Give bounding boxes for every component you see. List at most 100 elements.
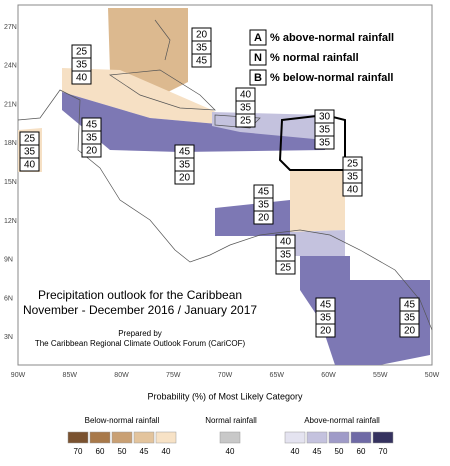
lon-label: 85W [63,372,78,379]
scale-swatch [350,431,372,444]
lat-label: 15N [4,179,17,186]
box-value: 20 [86,146,98,157]
box-cell [315,323,336,338]
lon-label: 60W [321,372,336,379]
box-value: 45 [404,300,416,311]
probability-box: 25 35 40 [19,131,40,172]
box-value: 35 [258,200,270,211]
region [290,230,345,256]
probability-box: 45 35 20 [174,144,195,185]
probability-box: 25 35 40 [71,44,92,85]
lat-label: 12N [4,218,17,225]
box-value: 45 [196,56,208,67]
probability-box: 45 35 20 [81,117,102,158]
probability-box: 45 35 20 [253,184,274,225]
box-value: 35 [320,313,332,324]
coastlines [17,19,433,331]
lon-label: 50W [425,372,440,379]
box-cell [399,323,420,338]
box-cell [342,182,363,197]
legend-key: B [254,72,262,84]
box-cell [19,157,40,172]
region [300,256,430,365]
scale-swatch [155,431,177,444]
probability-box: 25 35 40 [342,156,363,197]
legend-key: A [254,32,262,44]
probability-box: 40 35 25 [235,87,256,128]
legend-key-box [249,49,267,66]
legend-label: % normal rainfall [270,52,359,64]
box-cell [253,210,274,225]
coastline [154,19,171,61]
box-value: 45 [320,300,332,311]
scale-tick: 50 [118,447,127,456]
map-title: November - December 2016 / January 2017 [23,303,257,317]
scale-tick: 40 [291,447,300,456]
box-value: 40 [280,237,292,248]
lat-label: 27N [4,24,17,31]
probability-box: 30 35 35 [314,109,335,150]
box-value: 20 [258,213,270,224]
box-value: 20 [179,173,191,184]
box-value: 45 [179,147,191,158]
box-value: 35 [179,160,191,171]
probability-box: 20 35 45 [191,27,212,68]
box-value: 40 [347,185,359,196]
lon-label: 55W [373,372,388,379]
box-value: 20 [196,30,208,41]
box-value: 30 [319,112,331,123]
box-value: 40 [24,160,36,171]
legend-key: N [254,52,262,64]
lat-label: 3N [4,334,13,341]
map-title: Precipitation outlook for the Caribbean [38,288,242,302]
scale-tick: 45 [140,447,149,456]
region [62,68,240,126]
scale-label: Below-normal rainfall [85,416,160,425]
legend-key-box [249,69,267,86]
box-value: 35 [347,172,359,183]
scale-tick: 70 [379,447,388,456]
credit: The Caribbean Regional Climate Outlook F… [35,339,246,348]
box-cell [275,260,296,275]
scale-label: Normal rainfall [205,416,257,425]
lon-label: 90W [11,372,26,379]
box-value: 35 [319,125,331,136]
box-value: 25 [280,263,292,274]
lon-label: 80W [114,372,129,379]
scale-tick: 45 [313,447,322,456]
scale-tick: 40 [226,447,235,456]
scale-swatch [284,431,306,444]
box-value: 35 [404,313,416,324]
probability-box: 45 35 20 [315,297,336,338]
lat-label: 24N [4,63,17,70]
box-value: 40 [76,73,88,84]
box-value: 45 [258,187,270,198]
scale-swatch [219,431,241,444]
lon-label: 65W [270,372,285,379]
scale-swatch [89,431,111,444]
box-cell [191,53,212,68]
credit: Prepared by [118,329,162,338]
scale-tick: 40 [162,447,171,456]
scale-tick: 60 [357,447,366,456]
scale-label: Above-normal rainfall [304,416,380,425]
legend-label: % above-normal rainfall [270,32,394,44]
legend-bg [244,24,430,88]
region [290,170,345,232]
box-value: 35 [240,103,252,114]
box-value: 35 [319,138,331,149]
scale-swatch [372,431,394,444]
scale-swatch [111,431,133,444]
scale-swatch [67,431,89,444]
scale-tick: 50 [335,447,344,456]
box-value: 20 [320,326,332,337]
probability-box: 40 35 25 [275,234,296,275]
scale-tick: 70 [74,447,83,456]
legend-key-box [249,29,267,46]
lat-label: 6N [4,295,13,302]
box-cell [235,113,256,128]
scale-swatch [328,431,350,444]
region [62,92,325,152]
scale-tick: 60 [96,447,105,456]
